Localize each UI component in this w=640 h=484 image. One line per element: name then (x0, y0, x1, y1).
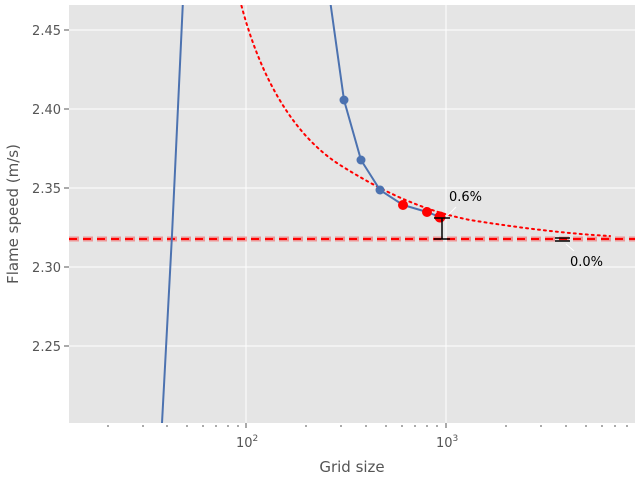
y-tick-label: 2.40 (32, 103, 61, 118)
annotation-0.0: 0.0% (570, 255, 603, 270)
simulation-markers (339, 95, 385, 195)
annotation-0.6: 0.6% (449, 190, 482, 205)
extrapolation-fit-curve (240, 5, 611, 237)
y-tick-label: 2.30 (32, 261, 61, 276)
y-tick-label: 2.35 (32, 182, 61, 197)
y-axis: 2.45 2.40 2.35 2.30 2.25 (32, 24, 69, 355)
x-tick-label: 103 (436, 434, 458, 451)
simulation-line-left-branch (161, 5, 184, 423)
x-axis: 102 103 (236, 434, 458, 451)
gridlines (69, 5, 635, 423)
y-tick-label: 2.45 (32, 24, 61, 39)
y-axis-label: Flame speed (m/s) (4, 144, 22, 284)
x-tick-label: 102 (236, 434, 258, 451)
error-bar-0.6 (434, 217, 450, 240)
x-axis-minor-ticks (107, 423, 628, 428)
x-axis-label: Grid size (319, 458, 384, 476)
y-tick-label: 2.25 (32, 340, 61, 355)
error-bar-0.0 (555, 237, 570, 242)
plot-area (69, 5, 635, 423)
